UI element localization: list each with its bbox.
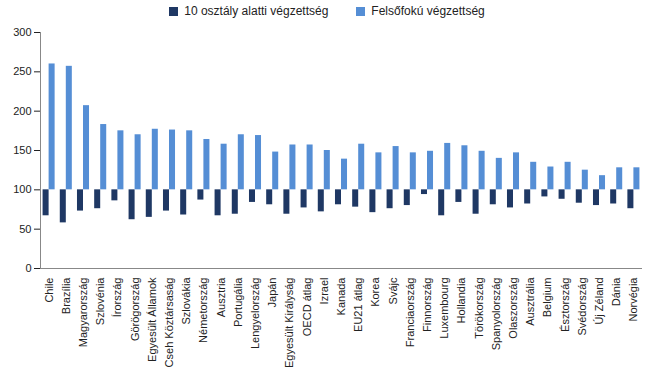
- svg-text:Japán: Japán: [266, 278, 278, 308]
- svg-text:Ausztria: Ausztria: [215, 277, 227, 318]
- svg-text:0: 0: [25, 262, 31, 274]
- svg-text:Egyesült Királyság: Egyesült Királyság: [283, 278, 295, 369]
- svg-text:Szlovénia: Szlovénia: [94, 277, 106, 326]
- svg-text:Portugália: Portugália: [232, 277, 244, 327]
- svg-text:Észtország: Észtország: [559, 278, 571, 332]
- svg-text:200: 200: [13, 105, 31, 117]
- svg-text:Belgium: Belgium: [541, 278, 553, 318]
- svg-text:Új Zéland: Új Zéland: [593, 278, 605, 325]
- svg-text:Magyarország: Magyarország: [77, 278, 89, 348]
- svg-text:Izrael: Izrael: [318, 278, 330, 305]
- svg-text:Görögország: Görögország: [129, 278, 141, 342]
- html-text:Felsőfokú végzettség: Felsőfokú végzettség: [371, 4, 485, 18]
- svg-text:Lengyelország: Lengyelország: [249, 278, 261, 350]
- svg-text:Németország: Németország: [197, 278, 209, 343]
- svg-text:Finnország: Finnország: [421, 278, 433, 332]
- svg-text:Ausztrália: Ausztrália: [524, 277, 536, 326]
- svg-text:300: 300: [13, 26, 31, 38]
- svg-text:Dánia: Dánia: [610, 277, 622, 307]
- svg-text:250: 250: [13, 65, 31, 77]
- svg-text:Kanada: Kanada: [335, 277, 347, 316]
- svg-text:Svájc: Svájc: [387, 277, 399, 304]
- svg-text:OECD átlag: OECD átlag: [301, 278, 313, 337]
- svg-text:Brazília: Brazília: [60, 277, 72, 315]
- svg-text:150: 150: [13, 144, 31, 156]
- svg-text:Hollandia: Hollandia: [455, 277, 467, 324]
- svg-text:Chile: Chile: [43, 278, 55, 303]
- svg-text:Svédország: Svédország: [576, 278, 588, 336]
- svg-text:Spanyolország: Spanyolország: [490, 278, 502, 351]
- svg-text:100: 100: [13, 183, 31, 195]
- svg-text:Cseh Köztársaság: Cseh Köztársaság: [163, 278, 175, 368]
- svg-text:50: 50: [19, 223, 31, 235]
- svg-text:EU21 átlag: EU21 átlag: [352, 278, 364, 332]
- svg-text:Korea: Korea: [369, 277, 381, 307]
- svg-text:Szlovákia: Szlovákia: [180, 277, 192, 325]
- html-text:10 osztály alatti végzettség: 10 osztály alatti végzettség: [184, 4, 329, 18]
- svg-text:Írország: Írország: [111, 278, 123, 318]
- svg-text:Olaszország: Olaszország: [507, 278, 519, 339]
- svg-text:Franciaország: Franciaország: [404, 278, 416, 348]
- svg-text:Norvégia: Norvégia: [627, 277, 639, 322]
- svg-text:Luxembourg: Luxembourg: [438, 278, 450, 339]
- svg-text:Törökország: Törökország: [473, 278, 485, 339]
- svg-text:Egyesült Államok: Egyesült Államok: [146, 277, 158, 362]
